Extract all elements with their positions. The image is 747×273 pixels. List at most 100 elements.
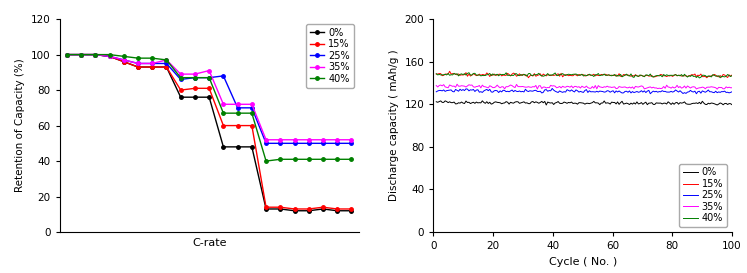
40% xyxy=(148,57,157,60)
35% xyxy=(716,86,725,89)
35% xyxy=(290,138,299,141)
Line: 40%: 40% xyxy=(436,73,732,78)
25% xyxy=(347,142,356,145)
40% xyxy=(105,53,114,56)
25% xyxy=(63,53,72,56)
Legend: 0%, 15%, 25%, 35%, 40%: 0%, 15%, 25%, 35%, 40% xyxy=(679,164,727,227)
35% xyxy=(489,86,498,89)
0% xyxy=(247,145,256,149)
15% xyxy=(332,207,341,211)
X-axis label: C-rate: C-rate xyxy=(192,238,226,248)
15% xyxy=(318,206,327,209)
40% xyxy=(716,76,725,79)
40% xyxy=(247,111,256,115)
0% xyxy=(91,53,100,56)
40% xyxy=(432,72,441,75)
0% xyxy=(63,53,72,56)
35% xyxy=(219,103,228,106)
15% xyxy=(162,66,171,69)
25% xyxy=(304,142,313,145)
35% xyxy=(713,87,722,91)
15% xyxy=(304,207,313,211)
40% xyxy=(332,158,341,161)
25% xyxy=(176,78,185,81)
40% xyxy=(276,158,285,161)
40% xyxy=(728,74,737,77)
Y-axis label: Discharge capacity ( mAh/g ): Discharge capacity ( mAh/g ) xyxy=(389,50,399,201)
40% xyxy=(261,159,270,163)
25% xyxy=(91,53,100,56)
25% xyxy=(728,90,737,93)
25% xyxy=(205,76,214,79)
40% xyxy=(162,58,171,61)
40% xyxy=(290,158,299,161)
15% xyxy=(63,53,72,56)
Line: 35%: 35% xyxy=(436,84,732,89)
35% xyxy=(304,138,313,141)
0% xyxy=(304,209,313,212)
40% xyxy=(134,57,143,60)
0% xyxy=(290,209,299,212)
15% xyxy=(247,124,256,127)
40% xyxy=(205,76,214,79)
15% xyxy=(716,74,725,77)
Line: 25%: 25% xyxy=(65,53,353,145)
15% xyxy=(190,87,199,90)
40% xyxy=(233,111,242,115)
25% xyxy=(705,90,714,93)
15% xyxy=(233,124,242,127)
0% xyxy=(219,145,228,149)
15% xyxy=(91,53,100,56)
0% xyxy=(450,100,459,104)
0% xyxy=(318,207,327,211)
15% xyxy=(261,206,270,209)
0% xyxy=(105,55,114,58)
15% xyxy=(290,207,299,211)
0% xyxy=(205,96,214,99)
0% xyxy=(261,207,270,211)
15% xyxy=(705,75,714,78)
25% xyxy=(332,142,341,145)
40% xyxy=(489,72,498,76)
25% xyxy=(261,142,270,145)
15% xyxy=(728,73,737,77)
40% xyxy=(465,71,474,74)
35% xyxy=(77,53,86,56)
0% xyxy=(134,66,143,69)
25% xyxy=(444,89,453,92)
35% xyxy=(512,83,521,86)
15% xyxy=(432,73,441,76)
25% xyxy=(548,87,557,90)
0% xyxy=(728,103,737,106)
25% xyxy=(450,90,459,93)
25% xyxy=(487,90,496,94)
Line: 0%: 0% xyxy=(436,101,732,105)
35% xyxy=(332,138,341,141)
35% xyxy=(63,53,72,56)
15% xyxy=(451,72,460,76)
15% xyxy=(120,60,128,63)
40% xyxy=(120,55,128,58)
15% xyxy=(489,74,498,77)
Line: 15%: 15% xyxy=(65,53,353,211)
15% xyxy=(702,76,711,79)
35% xyxy=(704,85,713,89)
40% xyxy=(705,74,714,78)
0% xyxy=(233,145,242,149)
15% xyxy=(77,53,86,56)
35% xyxy=(728,86,737,89)
35% xyxy=(247,103,256,106)
25% xyxy=(134,62,143,65)
0% xyxy=(332,209,341,212)
35% xyxy=(450,84,459,88)
Line: 0%: 0% xyxy=(65,53,353,212)
0% xyxy=(176,96,185,99)
35% xyxy=(444,86,453,89)
25% xyxy=(105,55,114,58)
25% xyxy=(148,62,157,65)
15% xyxy=(444,72,453,76)
25% xyxy=(432,90,441,93)
35% xyxy=(453,82,462,86)
25% xyxy=(233,106,242,109)
0% xyxy=(347,209,356,212)
